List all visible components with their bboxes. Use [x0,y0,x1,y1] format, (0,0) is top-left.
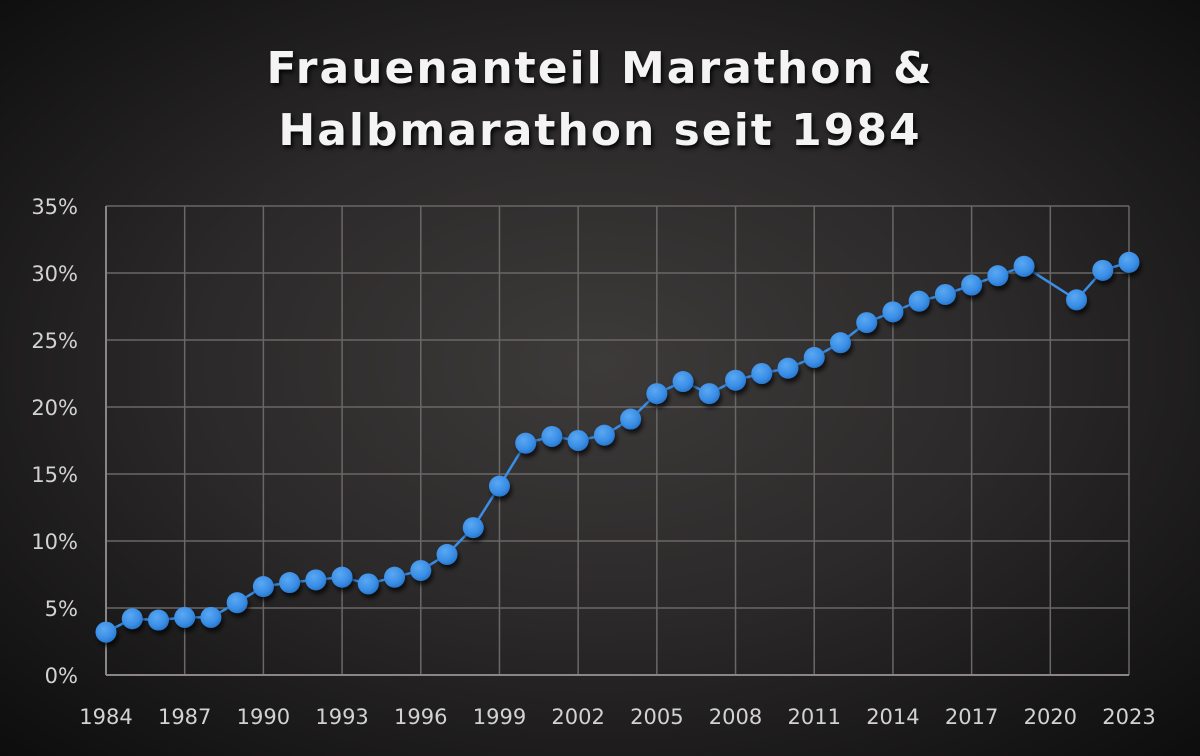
x-tick-label: 2011 [788,705,841,729]
x-tick-label: 1984 [79,705,132,729]
x-tick-label: 2005 [630,705,683,729]
y-axis-ticks: 0% 5% 10% 15% 20% 25% 30% 35% [31,195,78,688]
data-point [908,290,930,312]
data-point [646,383,668,405]
chart-title-line-1: Frauenanteil Marathon & [266,43,934,94]
data-point [593,424,615,446]
data-point [698,383,720,405]
x-tick-label: 1999 [473,705,526,729]
x-tick-label: 2017 [945,705,998,729]
data-point [856,312,878,334]
y-tick-label: 15% [31,463,78,487]
x-axis-ticks: 1984 1987 1990 1993 1996 1999 2002 2005 2008 2011… [79,705,1155,729]
data-point [226,592,248,614]
data-point [174,606,196,628]
chart-title: Frauenanteil Marathon & Halbmarathon sei… [0,38,1200,162]
chart-title-line-2: Halbmarathon seit 1984 [278,105,922,156]
data-point [1118,251,1140,273]
y-tick-label: 35% [31,195,78,219]
data-series [95,251,1140,643]
data-point [95,621,117,643]
data-point [488,475,510,497]
data-point [567,430,589,451]
x-tick-label: 1996 [394,705,447,729]
data-point [934,283,956,305]
x-tick-label: 2020 [1024,705,1077,729]
gridlines [105,205,1130,676]
x-tick-label: 2023 [1102,705,1155,729]
x-tick-label: 2014 [866,705,919,729]
data-point [410,559,432,581]
series-line [105,261,1130,634]
data-point [252,576,274,598]
data-point [436,543,458,565]
data-point [200,606,222,628]
data-point [777,357,799,379]
x-tick-label: 1993 [315,705,368,729]
y-tick-label: 20% [31,396,78,420]
data-point [829,332,851,354]
data-point [462,517,484,539]
data-point [620,408,642,430]
data-point [961,274,983,296]
data-point [515,432,537,454]
data-point [331,566,353,588]
data-point [384,566,406,588]
data-point [305,569,327,591]
y-tick-label: 25% [31,329,78,353]
y-tick-label: 30% [31,262,78,286]
data-point [1066,289,1088,311]
data-point [725,369,747,391]
data-point [1092,259,1114,281]
y-tick-label: 10% [31,530,78,554]
x-tick-label: 1987 [158,705,211,729]
data-point [803,346,825,368]
data-point [751,363,773,384]
data-point [1013,255,1035,277]
data-point [541,425,563,447]
data-point [672,371,694,393]
data-point [987,265,1009,287]
data-point [279,572,301,594]
x-tick-label: 2008 [709,705,762,729]
data-point [882,301,904,323]
y-tick-label: 0% [45,664,78,688]
data-point [357,573,379,595]
x-tick-label: 1990 [237,705,290,729]
data-point [147,609,169,631]
data-point [121,608,143,630]
x-tick-label: 2002 [551,705,604,729]
y-tick-label: 5% [45,597,78,621]
